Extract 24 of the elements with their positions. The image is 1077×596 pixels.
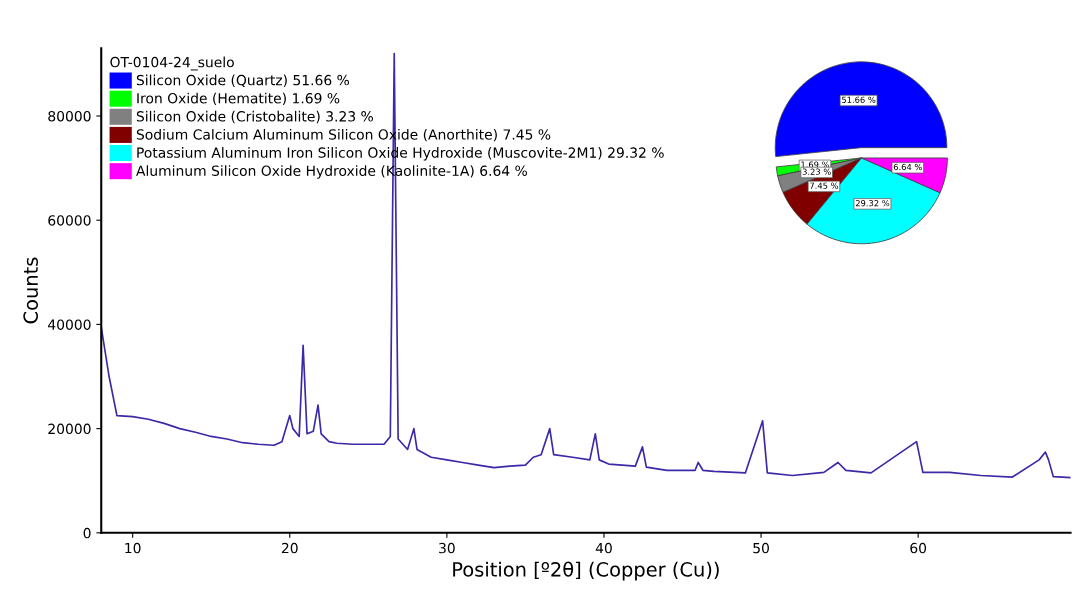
data-label: 51.66 % — [842, 96, 876, 103]
x-axis-title: Position [º2θ] (Copper (Cu)) — [453, 561, 719, 581]
x-tick-label: 20 — [281, 542, 298, 554]
y-tick-label: 0 — [83, 527, 91, 539]
y-tick-label: 40000 — [48, 319, 91, 330]
legend-label: Silicon Oxide (Cristobalite) 3.23 % — [136, 110, 373, 124]
line-series — [101, 52, 1071, 479]
legend-label: Iron Oxide (Hematite) 1.69 % — [137, 92, 340, 106]
data-label: 6.64 % — [893, 163, 922, 171]
x-tick-label: 50 — [753, 542, 769, 554]
data-label: 29.32 % — [855, 199, 890, 207]
x-tick-label: 40 — [595, 542, 612, 554]
data-label: 7.45 % — [810, 182, 839, 189]
x-tick-label: 60 — [910, 542, 927, 554]
legend-label: Silicon Oxide (Quartz) 51.66 % — [136, 74, 350, 87]
y-tick-label: 20000 — [48, 423, 91, 435]
legend-title: OT-0104-24_suelo — [110, 56, 234, 71]
data-label: 3.23 % — [802, 168, 831, 175]
y-tick-label: 60000 — [48, 215, 91, 226]
data-label: 1.69 % — [801, 161, 830, 168]
x-tick-label: 10 — [125, 542, 141, 554]
y-axis-title: Counts — [23, 257, 39, 324]
y-tick-label: 80000 — [48, 110, 91, 122]
x-tick-label: 30 — [439, 542, 455, 554]
